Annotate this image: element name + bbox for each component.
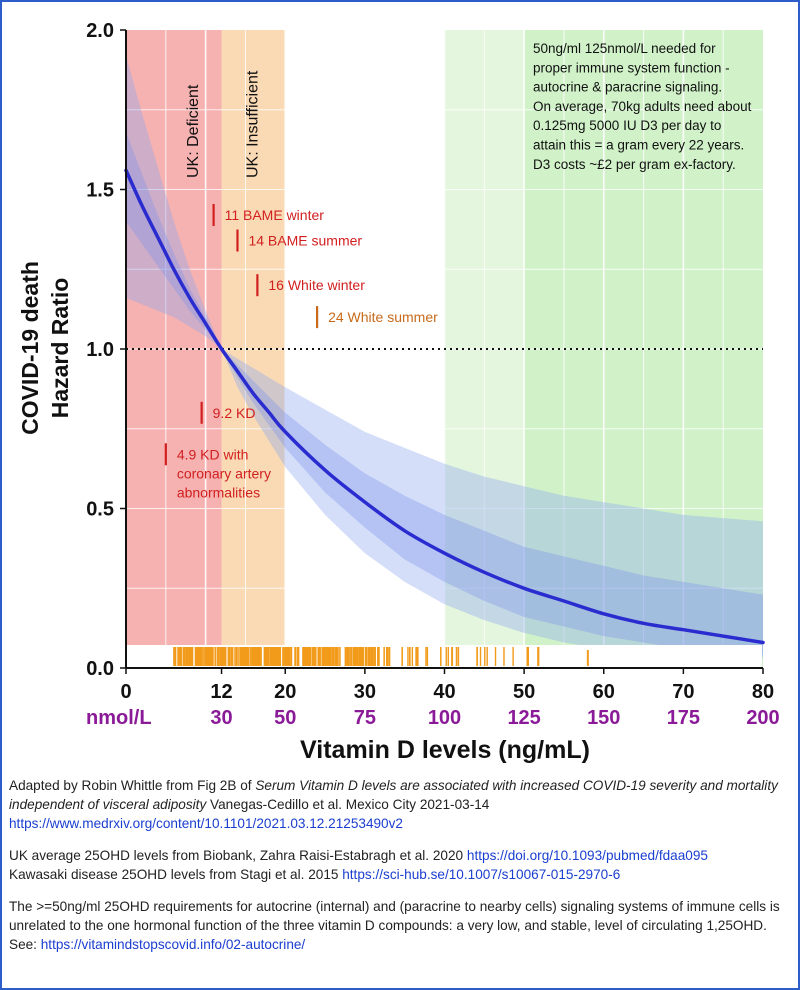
- medrxiv-link[interactable]: https://www.medrxiv.org/content/10.1101/…: [9, 816, 403, 831]
- caption-autocrine: The >=50ng/ml 25OHD requirements for aut…: [9, 897, 791, 954]
- y-tick-label: 1.5: [86, 180, 114, 202]
- nmol-label: 200: [746, 707, 779, 729]
- nmol-label: nmol/L: [86, 707, 152, 729]
- hazard-curve: [124, 168, 765, 645]
- info-box-line: proper immune system function -: [533, 60, 730, 75]
- nmol-labels: nmol/L 30 50 75 100 125 150 175 200: [86, 707, 780, 729]
- annotation-label: 24 White summer: [328, 309, 438, 325]
- region-label-deficient: UK: Deficient: [185, 84, 202, 178]
- region-labels: UK: Deficient UK: Insufficient: [185, 70, 262, 178]
- info-box: 50ng/ml 125nmol/L needed for proper immun…: [533, 41, 752, 172]
- caption-source: Adapted by Robin Whittle from Fig 2B of …: [9, 776, 791, 833]
- y-tick-label: 0.5: [86, 499, 114, 521]
- info-box-line: autocrine & paracrine signaling.: [533, 80, 722, 95]
- x-tick-label: 70: [672, 681, 694, 703]
- x-tick-label: 50: [513, 681, 535, 703]
- x-tick-label: 40: [433, 681, 455, 703]
- nmol-label: 75: [354, 707, 376, 729]
- hazard-ratio-curve: [124, 168, 765, 645]
- info-box-line: D3 costs ~£2 per gram ex-factory.: [533, 157, 736, 172]
- caption-paper-title: Serum Vitamin D levels are associated wi…: [9, 778, 778, 812]
- annotation-label: coronary artery: [177, 465, 271, 481]
- info-box-line: 0.125mg 5000 IU D3 per day to: [533, 118, 721, 133]
- annotation-label: 9.2 KD: [213, 405, 256, 421]
- grid-lines: [126, 30, 763, 668]
- annotations: 11 BAME winter 14 BAME summer 16 White win…: [164, 204, 438, 500]
- caption-biobank-text: UK average 25OHD levels from Biobank, Za…: [9, 848, 467, 863]
- info-box-line: attain this = a gram every 22 years.: [533, 138, 744, 153]
- x-tick-label: 0: [120, 681, 131, 703]
- nmol-label: 50: [274, 707, 296, 729]
- caption-kawasaki-text: Kawasaki disease 25OHD levels from Stagi…: [9, 867, 343, 882]
- nmol-label: 30: [210, 707, 232, 729]
- caption-autocrine-text: The >=50ng/ml 25OHD requirements for aut…: [9, 899, 780, 952]
- rug-plot: [127, 645, 762, 668]
- hazard-ratio-chart: 0 12 20 30 40 50 60 70 80 0.0 0.5 1.0 1.5 2.0 nmol/L 3…: [17, 20, 780, 764]
- x-tick-label: 12: [210, 681, 232, 703]
- nmol-label: 125: [507, 707, 540, 729]
- y-tick-label: 2.0: [86, 20, 114, 42]
- caption-source-prefix: Adapted by Robin Whittle from Fig 2B of: [9, 778, 256, 793]
- x-axis-label: Vitamin D levels (ng/mL): [300, 736, 590, 764]
- annotation-label: 11 BAME winter: [225, 207, 325, 223]
- region-label-insufficient: UK: Insufficient: [245, 70, 262, 178]
- x-tick-label: 80: [752, 681, 774, 703]
- nmol-label: 175: [667, 707, 700, 729]
- caption-uk-kawasaki: UK average 25OHD levels from Biobank, Za…: [9, 846, 791, 884]
- y-tick-label: 0.0: [86, 658, 114, 680]
- nmol-label: 150: [587, 707, 620, 729]
- outer-confidence-band: [126, 55, 763, 659]
- annotation-label: 16 White winter: [268, 277, 365, 293]
- y-tick-label: 1.0: [86, 339, 114, 361]
- info-box-line: 50ng/ml 125nmol/L needed for: [533, 41, 716, 56]
- x-tick-label: 60: [593, 681, 615, 703]
- autocrine-link[interactable]: https://vitamindstopscovid.info/02-autoc…: [40, 937, 306, 952]
- y-axis-label-line2: Hazard Ratio: [47, 278, 73, 419]
- tick-labels: 0 12 20 30 40 50 60 70 80 0.0 0.5 1.0 1.5 2.0: [86, 20, 774, 703]
- annotation-label: abnormalities: [177, 484, 260, 500]
- y-axis-label-line1: COVID-19 death: [17, 261, 43, 435]
- kawasaki-link[interactable]: https://sci-hub.se/10.1007/s10067-015-29…: [342, 867, 621, 882]
- x-tick-label: 30: [354, 681, 376, 703]
- figure-caption: Adapted by Robin Whittle from Fig 2B of …: [9, 776, 791, 967]
- biobank-link[interactable]: https://doi.org/10.1093/pubmed/fdaa095: [466, 848, 708, 863]
- nmol-label: 100: [428, 707, 461, 729]
- x-tick-label: 20: [274, 681, 296, 703]
- annotation-label: 14 BAME summer: [248, 233, 362, 249]
- caption-source-suffix: Vanegas-Cedillo et al. Mexico City 2021-…: [206, 797, 490, 812]
- info-box-line: On average, 70kg adults need about: [533, 99, 752, 114]
- annotation-label: 4.9 KD with: [177, 446, 249, 462]
